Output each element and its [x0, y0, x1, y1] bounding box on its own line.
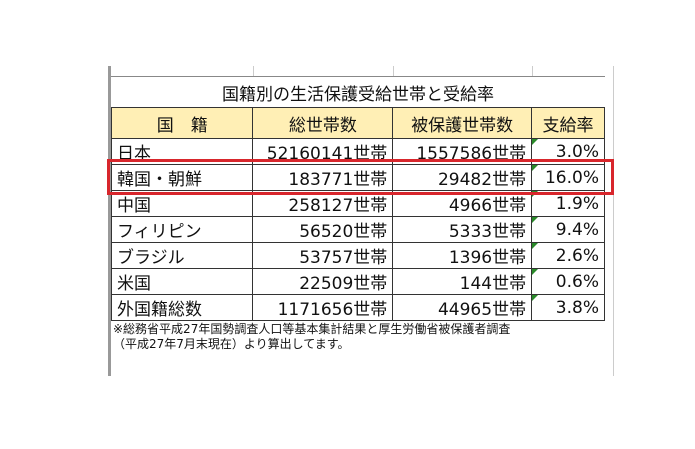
highlight-box	[107, 159, 614, 195]
cell-nationality: ブラジル	[110, 242, 254, 269]
table-row: ブラジル 53757世帯 1396世帯 2.6%	[110, 242, 605, 269]
table-row: 外国籍総数 1171656世帯 44965世帯 3.8%	[110, 294, 605, 321]
data-table: 国 籍 総世帯数 被保護世帯数 支給率 日本 52160141世帯 1557586世…	[110, 107, 605, 321]
cell-welfare: 144世帯	[392, 268, 533, 295]
cell-welfare: 5333世帯	[392, 216, 533, 243]
cell-welfare: 1396世帯	[392, 242, 533, 269]
footnote-line: ※総務省平成27年国勢調査人口等基本集計結果と厚生労働省被保護者調査	[113, 322, 511, 336]
cell-total: 183771世帯	[252, 164, 394, 191]
cell-nationality: 外国籍総数	[110, 294, 254, 321]
header-welfare-households: 被保護世帯数	[392, 107, 533, 139]
cell-rate: 16.0%	[531, 164, 605, 191]
header-row: 国 籍 総世帯数 被保護世帯数 支給率	[110, 107, 605, 139]
gridline	[393, 66, 394, 76]
footnote-line: （平成27年7月末現在）より算出してます。	[113, 337, 350, 351]
cell-rate: 0.6%	[531, 268, 605, 295]
header-nationality: 国 籍	[110, 107, 254, 139]
cell-total: 22509世帯	[252, 268, 394, 295]
cell-nationality: 米国	[110, 268, 254, 295]
cell-rate: 2.6%	[531, 242, 605, 269]
cell-nationality: フィリピン	[110, 216, 254, 243]
cell-total: 1171656世帯	[252, 294, 394, 321]
cell-total: 56520世帯	[252, 216, 394, 243]
table-row: フィリピン 56520世帯 5333世帯 9.4%	[110, 216, 605, 243]
cell-nationality: 韓国・朝鮮	[110, 164, 254, 191]
footnote: ※総務省平成27年国勢調査人口等基本集計結果と厚生労働省被保護者調査 （平成27…	[113, 322, 510, 352]
cell-total: 53757世帯	[252, 242, 394, 269]
cell-rate: 3.8%	[531, 294, 605, 321]
header-total-households: 総世帯数	[252, 107, 394, 139]
table-title: 国籍別の生活保護受給世帯と受給率	[111, 76, 605, 108]
header-rate: 支給率	[531, 107, 605, 139]
cell-rate: 9.4%	[531, 216, 605, 243]
gridline	[253, 66, 254, 76]
gridline	[532, 66, 533, 76]
table-row: 米国 22509世帯 144世帯 0.6%	[110, 268, 605, 295]
cell-welfare: 44965世帯	[392, 294, 533, 321]
spreadsheet-area	[108, 66, 614, 376]
